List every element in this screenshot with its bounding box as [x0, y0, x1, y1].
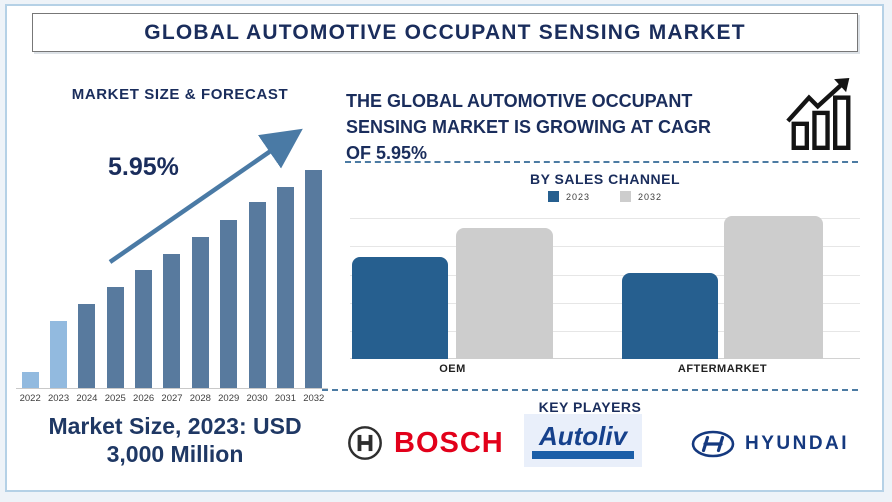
forecast-column-2023 [44, 321, 72, 388]
forecast-year-label-2032: 2032 [303, 393, 325, 404]
forecast-bar-2023 [50, 321, 68, 388]
autoliv-wordmark: Autoliv [538, 420, 628, 451]
sales-bar-chart [350, 216, 860, 359]
sales-chart-title: BY SALES CHANNEL [529, 171, 681, 187]
growth-chart-icon [786, 78, 851, 150]
forecast-column-2029 [215, 220, 243, 388]
forecast-year-label-2023: 2023 [47, 393, 70, 404]
bosch-wordmark: BOSCH [394, 426, 504, 459]
title-box: GLOBAL AUTOMOTIVE OCCUPANT SENSING MARKE… [32, 13, 858, 52]
trend-arrow-icon [108, 128, 303, 264]
forecast-bar-2024 [78, 304, 96, 388]
forecast-column-2030 [243, 202, 271, 388]
key-players-title: KEY PLAYERS [538, 399, 642, 415]
forecast-year-label-2025: 2025 [104, 393, 126, 404]
hyundai-wordmark: HYUNDAI [745, 433, 850, 454]
forecast-year-label-2027: 2027 [161, 393, 183, 404]
forecast-year-label-2030: 2030 [246, 393, 268, 404]
cagr-headline-line2: SENSING MARKET IS GROWING AT CAGR [346, 117, 712, 137]
legend-swatch-2023 [547, 191, 559, 202]
dashed-divider-top [345, 161, 858, 163]
forecast-column-2027 [158, 254, 186, 388]
cagr-headline-line3: OF 5.95% [346, 143, 428, 163]
forecast-column-2025 [101, 287, 129, 388]
forecast-bar-2026 [135, 270, 153, 388]
forecast-bar-2022 [21, 372, 39, 388]
forecast-x-axis-labels: 2022 2023 2024 2025 2026 2027 2028 2029 2030 2031… [16, 393, 328, 404]
sales-bar-aftermarket-2023 [622, 273, 718, 359]
gridline [350, 218, 860, 219]
cagr-value-label: 5.95% [108, 153, 179, 181]
forecast-column-2022 [16, 372, 44, 388]
forecast-year-label-2028: 2028 [189, 393, 211, 404]
forecast-bar-2031 [276, 187, 294, 388]
forecast-year-label-2024: 2024 [76, 393, 98, 404]
forecast-bar-2027 [163, 254, 181, 388]
sales-bar-oem-2023 [352, 257, 448, 359]
forecast-bar-chart [16, 170, 328, 389]
category-label-aftermarket: AFTERMARKET [677, 363, 768, 375]
category-label-oem: OEM [439, 363, 466, 375]
forecast-bar-2029 [220, 220, 238, 388]
legend-label-2032: 2032 [638, 191, 663, 202]
logo-autoliv: Autoliv [524, 414, 642, 467]
legend-item-2023: 2023 [547, 191, 590, 202]
forecast-column-2028 [186, 237, 214, 388]
forecast-year-label-2022: 2022 [19, 393, 41, 404]
market-size-caption-line2: 3,000 Million [106, 441, 244, 467]
forecast-bar-2030 [248, 202, 266, 388]
legend-swatch-2032 [620, 191, 631, 202]
cagr-headline: THE GLOBAL AUTOMOTIVE OCCUPANT SENSING M… [346, 88, 786, 166]
gridline [350, 303, 860, 304]
sales-bar-oem-2032 [456, 228, 553, 359]
legend-label-2023: 2023 [565, 191, 590, 202]
forecast-bar-2028 [191, 237, 209, 388]
legend-item-2032: 2032 [620, 191, 662, 202]
forecast-year-label-2029: 2029 [218, 393, 240, 404]
logo-hyundai: HYUNDAI [690, 430, 849, 458]
hyundai-oval-icon [691, 430, 735, 458]
sales-bar-aftermarket-2032 [724, 216, 823, 359]
forecast-bar-2025 [106, 287, 124, 388]
gridline [350, 358, 860, 359]
forecast-bar-2032 [305, 170, 323, 388]
forecast-column-2032 [300, 170, 328, 388]
page-title: GLOBAL AUTOMOTIVE OCCUPANT SENSING MARKE… [144, 20, 746, 44]
logo-bosch: BOSCH [346, 424, 504, 462]
forecast-column-2026 [129, 270, 157, 388]
forecast-chart-title: MARKET SIZE & FORECAST [71, 86, 289, 103]
forecast-column-2031 [271, 187, 299, 388]
market-size-caption-line1: Market Size, 2023: USD [48, 413, 302, 439]
gridline [350, 331, 860, 332]
forecast-year-label-2031: 2031 [274, 393, 296, 404]
dashed-divider-bottom [322, 389, 858, 391]
autoliv-underline-bar [532, 450, 634, 459]
bosch-armature-icon [348, 426, 382, 460]
market-size-caption: Market Size, 2023: USD 3,000 Million [22, 412, 328, 468]
forecast-column-2024 [73, 304, 101, 388]
cagr-headline-line1: THE GLOBAL AUTOMOTIVE OCCUPANT [346, 91, 693, 111]
forecast-year-label-2026: 2026 [133, 393, 155, 404]
sales-chart-legend: 2023 2032 [350, 191, 860, 202]
gridline [350, 275, 860, 276]
gridline [350, 246, 860, 247]
